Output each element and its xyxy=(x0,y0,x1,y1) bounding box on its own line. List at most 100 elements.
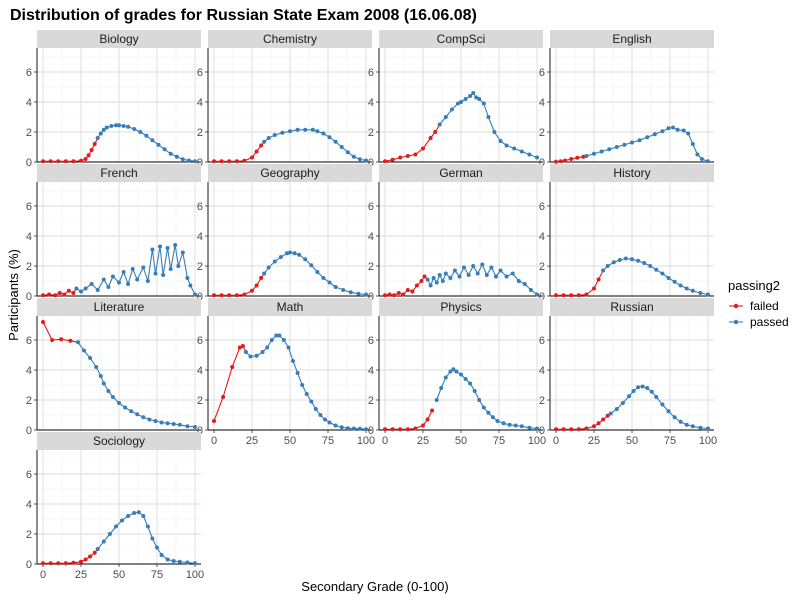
strip-physics xyxy=(379,298,543,316)
data-point-passed xyxy=(492,130,497,134)
data-point-passed xyxy=(535,155,539,160)
data-point-failed xyxy=(419,279,424,283)
data-point-passed xyxy=(364,292,368,297)
data-point-passed xyxy=(104,125,109,130)
data-point-passed xyxy=(165,557,170,562)
data-point-failed xyxy=(227,159,232,164)
x-tick-label: 50 xyxy=(113,569,125,581)
data-point-passed xyxy=(522,282,527,286)
data-point-failed xyxy=(383,293,387,298)
x-tick-label: 75 xyxy=(664,435,676,447)
y-tick-label: 2 xyxy=(26,529,32,541)
strip-english xyxy=(550,30,714,48)
series-line-failed-sociology xyxy=(43,548,99,564)
data-point-passed xyxy=(364,158,368,163)
y-tick-label: 0 xyxy=(368,157,374,169)
data-point-passed xyxy=(456,101,460,106)
strip-chemistry xyxy=(208,30,372,48)
data-point-passed xyxy=(516,279,521,283)
panel-german: German 0 2 4 6 xyxy=(368,164,543,303)
y-tick-label: 4 xyxy=(539,231,545,243)
data-point-failed xyxy=(63,561,68,566)
y-tick-label: 6 xyxy=(368,335,374,347)
data-point-passed xyxy=(83,286,88,291)
data-point-failed xyxy=(383,427,387,432)
data-point-passed xyxy=(95,136,100,140)
data-point-passed xyxy=(660,402,665,407)
data-point-passed xyxy=(147,417,152,422)
data-point-passed xyxy=(640,384,645,389)
data-point-failed xyxy=(219,159,224,164)
data-point-failed xyxy=(57,291,62,295)
data-point-passed xyxy=(193,561,197,566)
data-point-passed xyxy=(321,131,326,136)
data-point-failed xyxy=(428,136,433,140)
x-tick-label: 100 xyxy=(699,435,717,447)
y-tick-label: 0 xyxy=(197,291,203,303)
data-point-failed xyxy=(71,560,76,565)
data-point-passed xyxy=(672,279,677,284)
data-point-passed xyxy=(495,419,500,423)
data-point-failed xyxy=(79,559,83,564)
panel-sociology: Sociology 0 2 4 6 0 25 50 75 100 xyxy=(26,432,204,581)
data-point-passed xyxy=(323,417,327,422)
y-tick-label: 0 xyxy=(26,157,32,169)
data-point-passed xyxy=(288,250,292,255)
data-point-failed xyxy=(237,345,242,350)
data-point-passed xyxy=(280,130,285,135)
panel-russian: Russian 0 2 4 6 0 25 50 75 100 xyxy=(539,298,717,447)
chart-title: Distribution of grades for Russian State… xyxy=(10,7,477,24)
data-point-passed xyxy=(690,424,695,429)
data-point-passed xyxy=(605,264,610,268)
data-point-passed xyxy=(315,270,320,274)
data-point-passed xyxy=(512,146,517,151)
data-point-passed xyxy=(666,126,671,131)
facet-panels: Biology0246Chemistry0246CompSci0246Engli… xyxy=(26,30,717,581)
data-point-passed xyxy=(484,273,489,277)
strip-sociology xyxy=(37,432,201,450)
data-point-passed xyxy=(471,264,476,268)
data-point-failed xyxy=(405,288,410,292)
data-point-passed xyxy=(155,545,159,550)
data-point-passed xyxy=(98,131,103,136)
data-point-passed xyxy=(193,292,197,297)
data-point-passed xyxy=(681,128,686,133)
panel-french: French 0 2 4 6 xyxy=(26,164,201,303)
data-point-passed xyxy=(434,398,439,402)
y-tick-label: 2 xyxy=(368,127,374,139)
panel-math: Math 0 2 4 6 0 25 50 75 100 xyxy=(197,298,375,447)
data-point-passed xyxy=(145,524,150,529)
data-point-passed xyxy=(698,291,703,295)
strip-russian xyxy=(550,298,714,316)
data-point-passed xyxy=(303,127,308,132)
strip-label-physics: Physics xyxy=(440,300,481,314)
data-point-failed xyxy=(387,292,392,297)
data-point-passed xyxy=(260,350,265,354)
data-point-passed xyxy=(452,268,457,273)
data-point-passed xyxy=(318,413,323,417)
data-point-failed xyxy=(219,293,224,298)
y-tick-label: 0 xyxy=(197,157,203,169)
x-tick-label: 25 xyxy=(246,435,258,447)
data-point-passed xyxy=(168,151,173,156)
strip-label-russian: Russian xyxy=(610,300,653,314)
data-point-failed xyxy=(576,427,581,432)
y-tick-label: 0 xyxy=(197,425,203,437)
data-point-passed xyxy=(611,260,616,265)
data-point-passed xyxy=(466,273,471,277)
data-point-failed xyxy=(576,293,581,298)
data-point-passed xyxy=(481,405,486,410)
data-point-passed xyxy=(136,510,141,515)
data-point-passed xyxy=(649,389,654,394)
data-point-passed xyxy=(262,139,267,144)
data-point-passed xyxy=(193,425,197,429)
legend-label-passed: passed xyxy=(750,315,789,329)
data-point-passed xyxy=(161,273,166,277)
data-point-passed xyxy=(177,422,182,427)
data-point-passed xyxy=(672,415,677,420)
data-point-failed xyxy=(92,550,97,555)
data-point-passed xyxy=(162,147,167,152)
y-tick-label: 2 xyxy=(26,127,32,139)
data-point-failed xyxy=(390,427,395,432)
y-tick-label: 0 xyxy=(26,559,32,571)
